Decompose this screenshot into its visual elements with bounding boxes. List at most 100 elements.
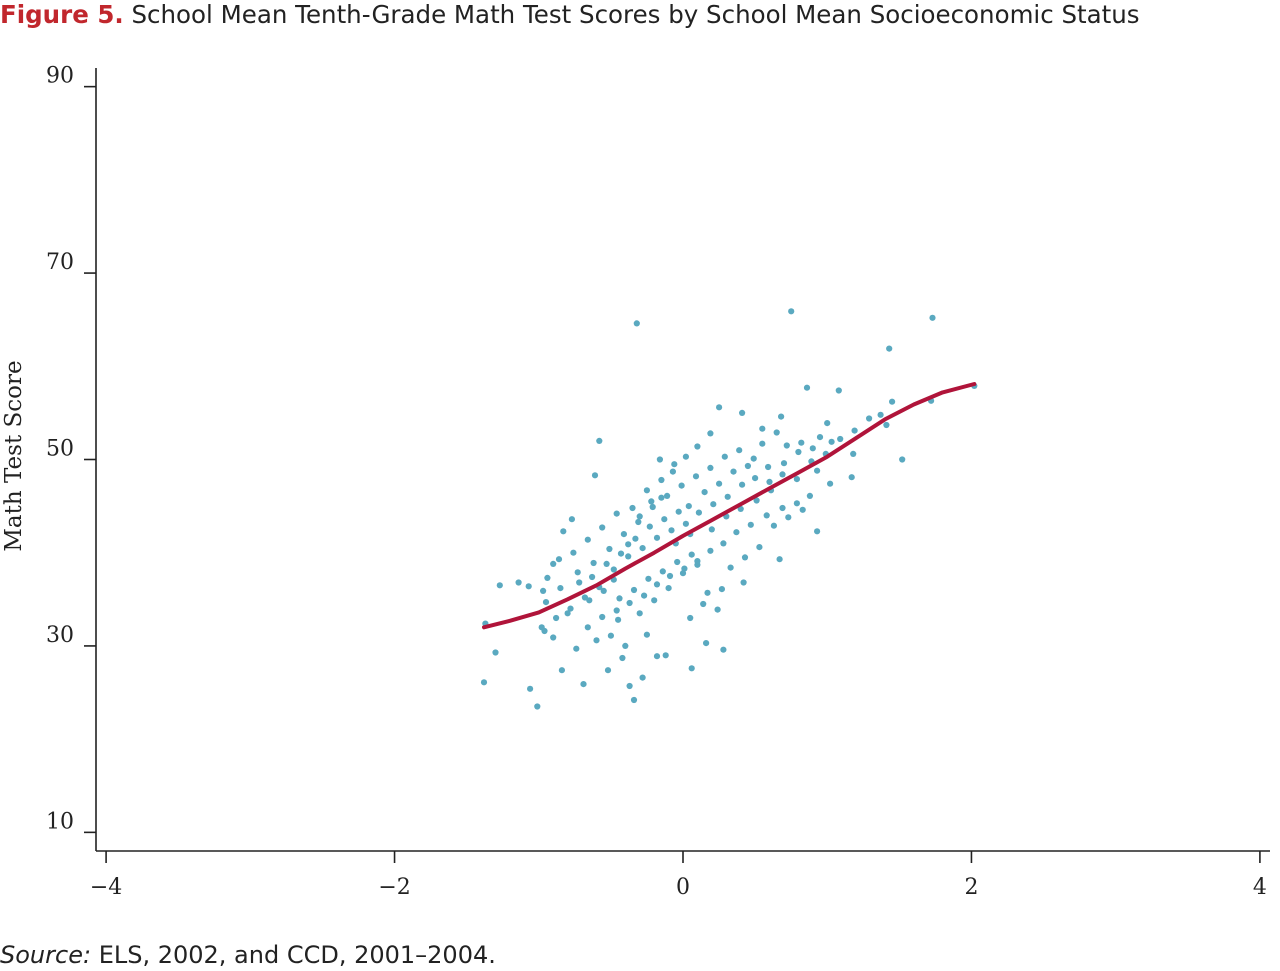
scatter-point <box>641 592 648 599</box>
y-tick-label: 50 <box>46 437 74 462</box>
scatter-point <box>580 681 587 688</box>
scatter-point <box>581 594 589 601</box>
scatter-point <box>851 427 858 434</box>
scatter-point <box>724 493 731 500</box>
scatter-point <box>679 570 687 577</box>
scatter-point <box>687 614 694 622</box>
scatter-point <box>661 516 668 523</box>
scatter-point <box>736 447 743 454</box>
scatter-point <box>664 492 671 499</box>
y-tick-label: 10 <box>46 809 74 834</box>
y-axis-label: Math Test Score <box>1 360 27 551</box>
scatter-point <box>700 600 707 608</box>
source-label: Source: <box>0 941 92 969</box>
scatter-point <box>803 384 811 391</box>
scatter-point <box>596 437 603 444</box>
scatter-point <box>824 420 831 427</box>
scatter-point <box>625 553 632 560</box>
scatter-point <box>555 556 563 563</box>
scatter-point <box>688 665 695 672</box>
scatter-point <box>720 540 727 547</box>
scatter-point <box>793 500 801 507</box>
scatter-point <box>540 587 547 595</box>
scatter-point <box>649 503 656 511</box>
scatter-point <box>659 568 666 575</box>
scatter-point <box>866 415 873 422</box>
scatter-point <box>480 679 488 686</box>
scatter-point <box>617 550 625 557</box>
scatter-point <box>886 345 893 352</box>
scatter-point <box>593 637 600 644</box>
scatter-point <box>633 320 640 327</box>
scatter-point <box>848 474 855 481</box>
axes: 10 30 50 70 90 −4 −2 0 2 4 <box>46 64 1270 900</box>
scatter-point <box>793 476 801 483</box>
scatter-point <box>584 536 591 543</box>
scatter-point <box>783 442 790 449</box>
scatter-point <box>616 595 623 602</box>
scatter-point <box>837 435 844 443</box>
figure-title: Figure 5. School Mean Tenth-Grade Math T… <box>0 0 1140 30</box>
scatter-point <box>779 471 786 478</box>
scatter-point <box>685 503 692 510</box>
scatter-point <box>662 652 669 659</box>
scatter-point <box>695 509 703 516</box>
scatter-point <box>492 649 499 656</box>
scatter-point <box>798 439 805 446</box>
scatter-point <box>759 425 766 432</box>
scatter-point <box>604 667 612 674</box>
scatter-point <box>622 642 629 650</box>
scatter-point <box>727 564 734 571</box>
scatter-point <box>765 463 772 471</box>
scatter-point <box>570 549 577 556</box>
scatter-point <box>773 429 780 436</box>
scatter-point <box>682 520 690 527</box>
scatter-point <box>799 506 806 513</box>
scatter-point <box>707 430 714 437</box>
scatter-point <box>708 526 715 533</box>
scatter-point <box>632 535 639 542</box>
scatter-point <box>678 482 685 489</box>
scatter-point <box>515 579 522 586</box>
scatter-point <box>740 579 747 586</box>
fit-line <box>482 382 977 630</box>
scatter-point <box>496 582 503 589</box>
scatter-point <box>756 544 763 551</box>
scatter-point <box>586 597 593 604</box>
scatter-point <box>816 434 824 441</box>
scatter-point <box>607 632 615 639</box>
figure-label: Figure 5. <box>0 0 124 29</box>
scatter-point <box>739 409 746 416</box>
scatter-point <box>835 387 842 394</box>
x-tick-label: 2 <box>964 875 978 900</box>
scatter-point <box>527 685 534 692</box>
scatter-point <box>827 480 834 487</box>
scatter-point <box>707 464 714 471</box>
scatter-point <box>694 443 701 450</box>
scatter-point <box>599 524 606 531</box>
scatter-point <box>739 481 746 488</box>
scatter-point <box>653 534 661 541</box>
scatter-point <box>753 497 760 504</box>
scatter-point <box>610 566 617 573</box>
scatter-point <box>703 640 710 647</box>
scatter-point <box>584 624 591 631</box>
scatter-point <box>567 605 574 612</box>
scatter-point <box>630 696 638 704</box>
source-note: Source: ELS, 2002, and CCD, 2001–2004. <box>0 940 496 970</box>
scatter-point <box>590 559 597 567</box>
x-tick-label: 0 <box>676 875 690 900</box>
scatter-point <box>730 468 737 475</box>
scatter-point <box>564 610 571 617</box>
scatter-point <box>716 480 723 487</box>
scatter-point <box>525 583 532 590</box>
scatter-point <box>656 456 664 463</box>
scatter-point <box>574 569 581 576</box>
scatter-point <box>704 589 711 596</box>
scatter-point <box>741 554 749 561</box>
scatter-point <box>646 523 653 530</box>
scatter-point <box>648 498 655 505</box>
scatter-point <box>606 545 613 553</box>
scatter-point <box>613 510 620 517</box>
scatter-point <box>636 513 643 520</box>
